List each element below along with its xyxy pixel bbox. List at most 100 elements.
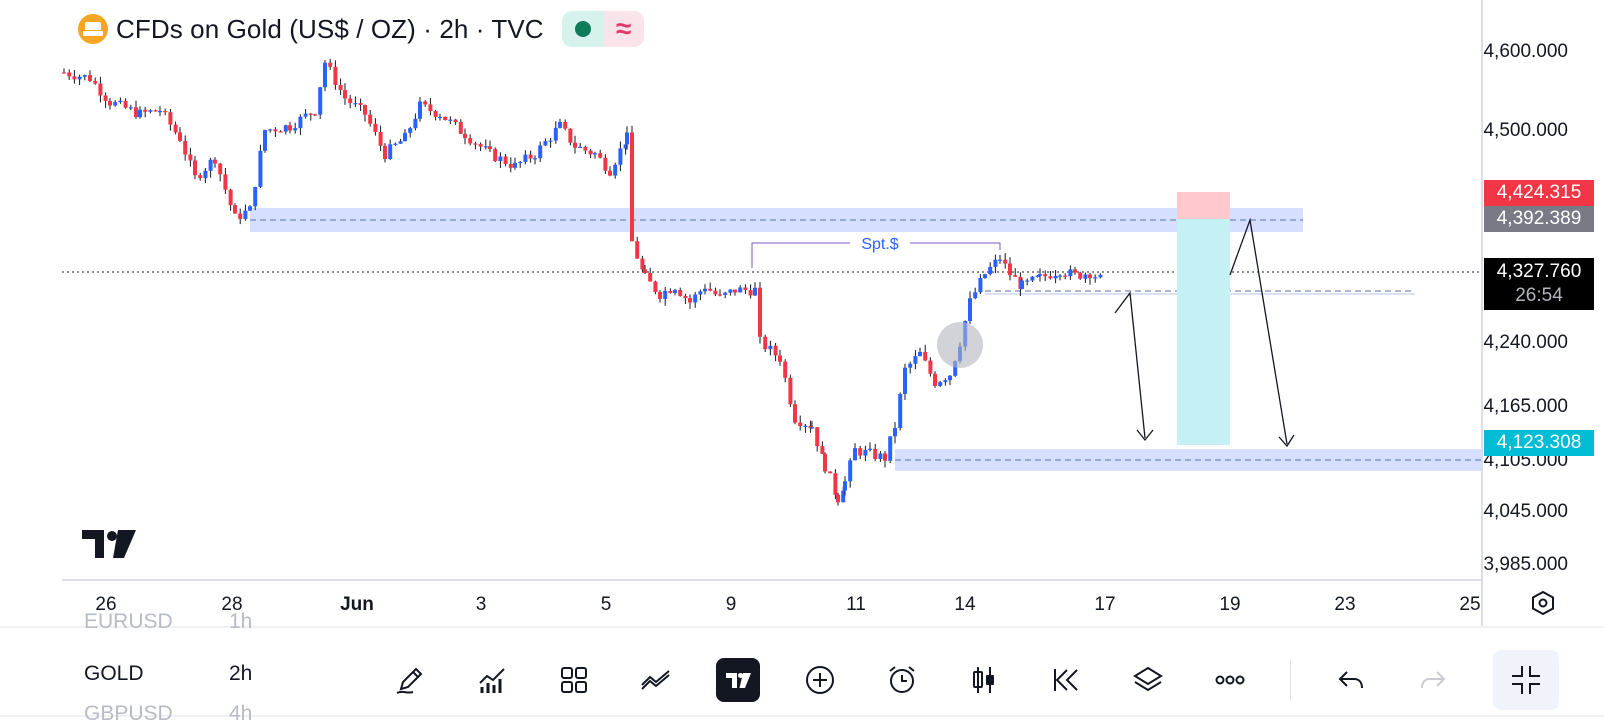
- candle-body: [573, 142, 577, 148]
- candle-body: [218, 163, 223, 175]
- candle-body: [688, 298, 692, 303]
- candle-body: [178, 132, 182, 141]
- candle-body: [378, 131, 383, 146]
- candles-icon: [973, 667, 994, 693]
- candle-body: [798, 422, 803, 427]
- projection-arrow-right[interactable]: [1229, 217, 1288, 445]
- candle-body: [98, 83, 103, 96]
- candle-body: [1068, 269, 1073, 277]
- candle-body: [723, 292, 728, 295]
- candle-body: [588, 150, 593, 155]
- tradingview-button[interactable]: [716, 658, 760, 702]
- more-button[interactable]: [1208, 658, 1252, 702]
- drawing-tools-button[interactable]: [388, 658, 432, 702]
- candle-body: [841, 490, 846, 503]
- bottom-toolbar[interactable]: [388, 650, 1604, 710]
- candle-body: [743, 287, 748, 291]
- projection-arrow-left[interactable]: [1114, 291, 1146, 439]
- candle-body: [148, 110, 153, 112]
- candle-body: [888, 436, 893, 461]
- exit-fullscreen-button[interactable]: [1493, 650, 1559, 710]
- candle-body: [82, 75, 87, 77]
- candle-body: [388, 144, 393, 160]
- price-axis-label: 4,500.000: [1483, 120, 1568, 141]
- short-position-stop-area[interactable]: [1177, 192, 1230, 219]
- candle-body: [953, 360, 958, 376]
- alerts-button[interactable]: [880, 658, 924, 702]
- layout-grid-icon: [561, 667, 587, 693]
- bar-countdown: 26:54: [1515, 285, 1563, 306]
- candle-body: [293, 128, 298, 131]
- candle-body: [938, 382, 943, 386]
- candle-body: [928, 360, 933, 374]
- compare-button[interactable]: [634, 658, 678, 702]
- candle-body: [563, 121, 568, 129]
- candle-body: [233, 205, 237, 214]
- candle-body: [393, 143, 398, 145]
- candle-body: [113, 102, 118, 106]
- candle-body: [1058, 275, 1062, 277]
- watchlist-row-active[interactable]: GOLD 2h: [84, 662, 304, 686]
- watchlist-interval: 1h: [229, 610, 253, 633]
- candle-body: [263, 130, 267, 151]
- stop-price-tag: 4,424.315: [1484, 180, 1594, 206]
- watchlist-symbol: GBPUSD: [84, 702, 173, 720]
- candle-body: [873, 448, 878, 460]
- watchlist-row[interactable]: EURUSD 1h: [84, 610, 304, 634]
- undo-button[interactable]: [1329, 658, 1373, 702]
- candle-body: [72, 76, 77, 80]
- market-status-pill[interactable]: ≈: [561, 11, 644, 47]
- candle-body: [288, 125, 292, 131]
- candle-body: [728, 289, 733, 293]
- watchlist-row[interactable]: GBPUSD 4h: [84, 702, 304, 720]
- layout-button[interactable]: [552, 658, 596, 702]
- market-open-dot-icon: [574, 21, 591, 37]
- object-tree-button[interactable]: [1126, 658, 1170, 702]
- chart-type-button[interactable]: [962, 658, 1006, 702]
- add-button[interactable]: [798, 658, 842, 702]
- zoom-button[interactable]: [1597, 658, 1604, 702]
- candle-body: [973, 292, 978, 299]
- watchlist-symbol: EURUSD: [84, 610, 173, 633]
- candle-body: [258, 150, 263, 187]
- alert-clock-icon: [889, 666, 915, 693]
- candle-body: [463, 133, 467, 139]
- candle-body: [653, 281, 658, 292]
- candle-body: [1030, 276, 1035, 281]
- redo-icon: [1421, 671, 1446, 689]
- candle-body: [443, 116, 448, 121]
- watchlist-panel[interactable]: EURUSD 1h GOLD 2h GBPUSD 4h: [84, 610, 304, 720]
- candle-body: [968, 298, 972, 322]
- symbol-title[interactable]: CFDs on Gold (US$ / OZ) · 2h · TVC: [116, 13, 544, 44]
- candle-body: [863, 449, 868, 456]
- candle-body: [418, 101, 422, 119]
- watchlist-symbol: GOLD: [84, 662, 144, 685]
- candle-body: [423, 101, 428, 105]
- candle-body: [88, 75, 92, 81]
- price-axis-label: 4,165.000: [1483, 396, 1568, 417]
- candle-body: [1043, 274, 1048, 277]
- candle-body: [433, 111, 438, 117]
- candle-body: [913, 356, 918, 364]
- replay-button[interactable]: [1044, 658, 1088, 702]
- candle-body: [898, 393, 903, 429]
- arrowhead-left: [1136, 429, 1154, 442]
- more-icon: [1215, 675, 1245, 685]
- candle-body: [298, 116, 303, 129]
- indicators-button[interactable]: [470, 658, 514, 702]
- tradingview-logo-icon: [82, 530, 136, 558]
- candle-body: [333, 66, 338, 85]
- candle-body: [893, 428, 897, 437]
- chart-settings-icon[interactable]: [1530, 590, 1556, 616]
- candle-body: [368, 114, 373, 124]
- short-position-target-area[interactable]: [1177, 219, 1230, 445]
- highlight-circle[interactable]: [937, 322, 983, 368]
- candle-body: [903, 367, 907, 394]
- candle-body: [553, 127, 558, 141]
- candle-body: [158, 110, 162, 113]
- redo-button[interactable]: [1411, 658, 1455, 702]
- candle-body: [663, 290, 668, 299]
- chart-header[interactable]: CFDs on Gold (US$ / OZ) · 2h · TVC ≈: [78, 11, 644, 47]
